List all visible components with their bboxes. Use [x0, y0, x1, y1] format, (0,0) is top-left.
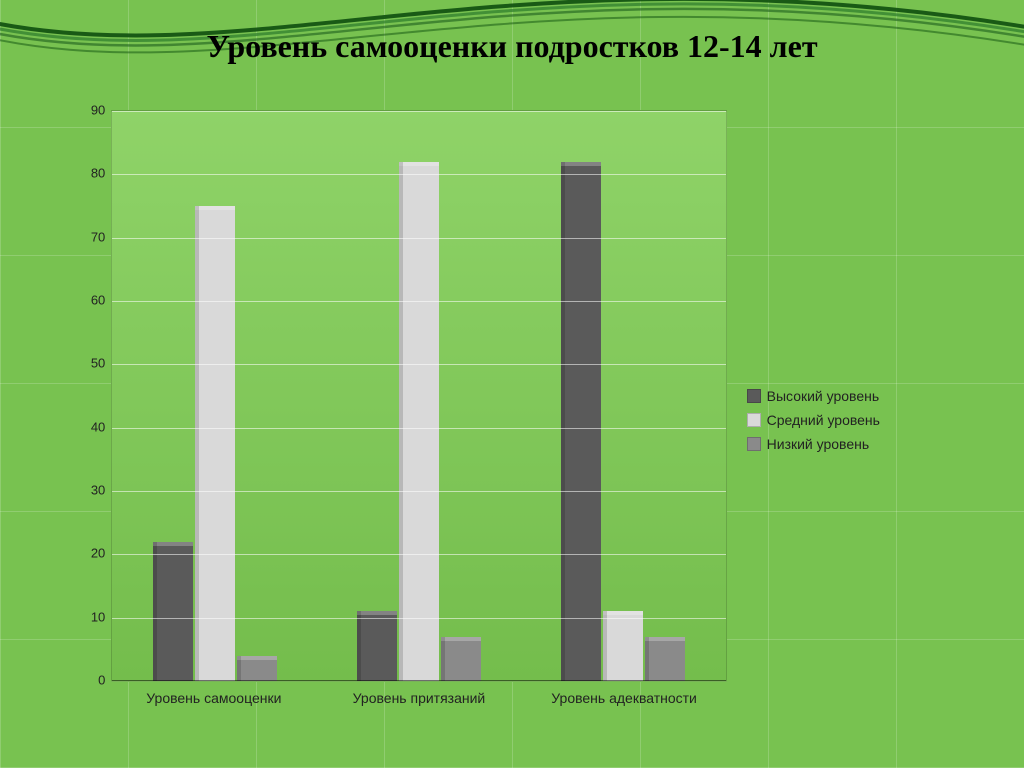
y-tick-label: 10 — [91, 609, 105, 624]
y-tick-label: 40 — [91, 419, 105, 434]
bar — [561, 162, 601, 681]
gridline — [112, 428, 725, 429]
gridline — [112, 491, 725, 492]
bar — [645, 637, 685, 681]
legend-label: Средний уровень — [767, 412, 880, 428]
plot-area — [111, 110, 726, 682]
y-tick-label: 50 — [91, 356, 105, 371]
bar — [357, 611, 397, 681]
y-tick-label: 30 — [91, 483, 105, 498]
bar-group — [317, 111, 521, 681]
y-tick-label: 80 — [91, 166, 105, 181]
bar — [237, 656, 277, 681]
bar — [153, 542, 193, 681]
y-tick-label: 0 — [98, 673, 105, 688]
y-tick-label: 90 — [91, 103, 105, 118]
bar-groups — [112, 111, 725, 681]
slide-title: Уровень самооценки подростков 12-14 лет — [0, 28, 1024, 65]
gridline — [112, 111, 725, 112]
slide-root: Уровень самооценки подростков 12-14 лет … — [0, 0, 1024, 768]
gridline — [112, 618, 725, 619]
x-tick-label: Уровень самооценки — [111, 682, 316, 722]
legend-label: Высокий уровень — [767, 388, 880, 404]
y-tick-label: 70 — [91, 229, 105, 244]
bar — [603, 611, 643, 681]
bar — [441, 637, 481, 681]
legend-label: Низкий уровень — [767, 436, 870, 452]
gridline — [112, 238, 725, 239]
chart-container: 0102030405060708090 Уровень самооценкиУр… — [82, 110, 942, 730]
gridline — [112, 174, 725, 175]
gridline — [112, 301, 725, 302]
y-axis-labels: 0102030405060708090 — [82, 110, 111, 730]
baseline — [112, 680, 725, 681]
x-tick-label: Уровень притязаний — [316, 682, 521, 722]
legend-swatch — [747, 437, 761, 451]
legend-swatch — [747, 413, 761, 427]
legend: Высокий уровень Средний уровень Низкий уро… — [727, 110, 942, 730]
gridline — [112, 364, 725, 365]
legend-item: Средний уровень — [747, 412, 942, 428]
legend-item: Высокий уровень — [747, 388, 942, 404]
plot-column: Уровень самооценкиУровень притязанийУров… — [111, 110, 726, 730]
y-tick-label: 60 — [91, 293, 105, 308]
bar-group — [112, 111, 316, 681]
x-tick-label: Уровень адекватности — [522, 682, 727, 722]
x-axis-labels: Уровень самооценкиУровень притязанийУров… — [111, 682, 726, 722]
bar-group — [521, 111, 725, 681]
gridline — [112, 554, 725, 555]
legend-swatch — [747, 389, 761, 403]
bar — [399, 162, 439, 681]
y-tick-label: 20 — [91, 546, 105, 561]
legend-item: Низкий уровень — [747, 436, 942, 452]
bar — [195, 206, 235, 681]
